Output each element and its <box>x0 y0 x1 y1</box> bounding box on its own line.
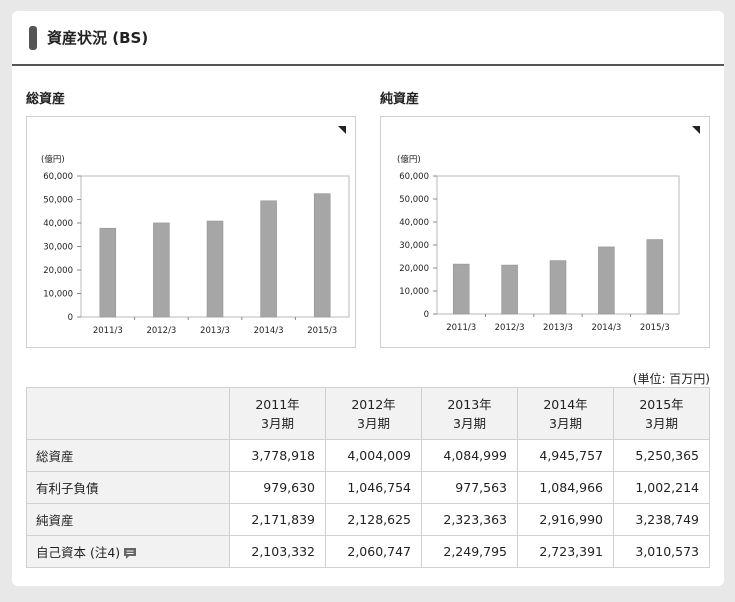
bar <box>646 239 664 315</box>
table-cell: 4,084,999 <box>421 439 518 472</box>
table-cell: 2,323,363 <box>421 503 518 536</box>
y-tick-label: 50,000 <box>43 196 73 206</box>
row-label-with-note: 自己資本 (注4) <box>26 535 230 568</box>
x-tick-label: 2012/3 <box>146 326 176 336</box>
bar <box>260 200 277 318</box>
x-tick-label: 2011/3 <box>93 326 123 336</box>
y-tick-label: 40,000 <box>399 218 429 228</box>
table-cell: 2,103,332 <box>229 535 326 568</box>
table-cell: 2,128,625 <box>325 503 422 536</box>
x-tick-label: 2013/3 <box>200 326 230 336</box>
y-tick-label: 30,000 <box>399 241 429 251</box>
table-cell: 2,249,795 <box>421 535 518 568</box>
section-header: 資産状況 (BS) <box>12 11 724 66</box>
y-tick-label: 50,000 <box>399 195 429 205</box>
table-cell: 3,238,749 <box>613 503 710 536</box>
x-tick-label: 2014/3 <box>254 326 284 336</box>
x-tick-label: 2015/3 <box>640 323 670 333</box>
table-cell: 977,563 <box>421 471 518 504</box>
total-assets-title: 総資産 <box>26 92 66 107</box>
table-cell: 979,630 <box>229 471 326 504</box>
bs-card: 資産状況 (BS) 総資産 純資産 (億円) 0 10,000 20,000 30,00… <box>12 11 724 586</box>
table-row: 純資産 2,171,839 2,128,625 2,323,363 2,916,… <box>26 503 710 536</box>
column-header: 2011年 3月期 <box>229 387 326 440</box>
y-axis-unit-label: (億円) <box>397 154 421 165</box>
table-cell: 4,945,757 <box>517 439 614 472</box>
y-tick-label: 30,000 <box>43 243 73 253</box>
net-assets-chart[interactable]: (億円) 0 10,000 20,000 30,000 40,000 50,000 60,00… <box>380 116 710 348</box>
net-assets-plot: (億円) 0 10,000 20,000 30,000 40,000 50,000 60,00… <box>397 154 680 333</box>
x-tick-label: 2012/3 <box>495 323 525 333</box>
column-header: 2015年 3月期 <box>613 387 710 440</box>
column-header: 2012年 3月期 <box>325 387 422 440</box>
bar <box>452 263 470 315</box>
table-cell: 4,004,009 <box>325 439 422 472</box>
x-tick-label: 2011/3 <box>446 323 476 333</box>
y-tick-label: 60,000 <box>399 172 429 182</box>
column-header: 2014年 3月期 <box>517 387 614 440</box>
unit-label: (単位: 百万円) <box>632 372 710 386</box>
row-label: 自己資本 (注4) <box>36 545 121 560</box>
bar <box>153 222 170 318</box>
bar <box>313 193 331 318</box>
total-assets-chart[interactable]: (億円) 0 10,000 20,000 30,000 40,000 50,000 60,00… <box>26 116 356 348</box>
row-label: 総資産 <box>26 439 230 472</box>
table-cell: 3,010,573 <box>613 535 710 568</box>
x-tick-label: 2013/3 <box>543 323 573 333</box>
expand-corner-icon[interactable] <box>692 126 700 134</box>
x-tick-label: 2015/3 <box>307 326 337 336</box>
y-tick-label: 10,000 <box>399 287 429 297</box>
row-label: 有利子負債 <box>26 471 230 504</box>
bar <box>549 260 567 315</box>
bar <box>206 220 224 318</box>
table-cell: 2,916,990 <box>517 503 614 536</box>
table-cell: 2,723,391 <box>517 535 614 568</box>
y-tick-label: 0 <box>68 313 73 323</box>
bs-table: 2011年 3月期 2012年 3月期 2013年 3月期 2014年 3月期 2015… <box>26 387 710 568</box>
y-tick-label: 40,000 <box>43 219 73 229</box>
table-cell: 2,171,839 <box>229 503 326 536</box>
y-tick-label: 20,000 <box>43 266 73 276</box>
bar <box>99 227 117 318</box>
total-assets-plot: (億円) 0 10,000 20,000 30,000 40,000 50,000 60,00… <box>41 154 350 336</box>
table-row: 自己資本 (注4) 2,103,332 2,060,747 2,249,795 … <box>26 535 710 568</box>
table-cell: 2,060,747 <box>325 535 422 568</box>
table-cell: 3,778,918 <box>229 439 326 472</box>
row-label: 純資産 <box>26 503 230 536</box>
y-tick-label: 10,000 <box>43 290 73 300</box>
table-cell: 1,046,754 <box>325 471 422 504</box>
table-cell: 1,002,214 <box>613 471 710 504</box>
y-axis-unit-label: (億円) <box>41 154 65 165</box>
table-cell: 1,084,966 <box>517 471 614 504</box>
section-title: 資産状況 (BS) <box>47 29 149 47</box>
net-assets-title: 純資産 <box>380 92 420 107</box>
table-row: 総資産 3,778,918 4,004,009 4,084,999 4,945,… <box>26 439 710 472</box>
y-tick-label: 20,000 <box>399 264 429 274</box>
column-header: 2013年 3月期 <box>421 387 518 440</box>
table-header-row: 2011年 3月期 2012年 3月期 2013年 3月期 2014年 3月期 2015… <box>26 387 710 440</box>
y-tick-label: 60,000 <box>43 172 73 182</box>
table-corner-cell <box>26 387 230 440</box>
note-speech-bubble-icon[interactable] <box>123 547 137 560</box>
x-tick-label: 2014/3 <box>591 323 621 333</box>
bar <box>501 264 518 315</box>
table-cell: 5,250,365 <box>613 439 710 472</box>
header-accent-bar <box>29 26 37 50</box>
expand-corner-icon[interactable] <box>338 126 346 134</box>
table-row: 有利子負債 979,630 1,046,754 977,563 1,084,96… <box>26 471 710 504</box>
y-tick-label: 0 <box>424 310 429 320</box>
bar <box>598 246 615 315</box>
